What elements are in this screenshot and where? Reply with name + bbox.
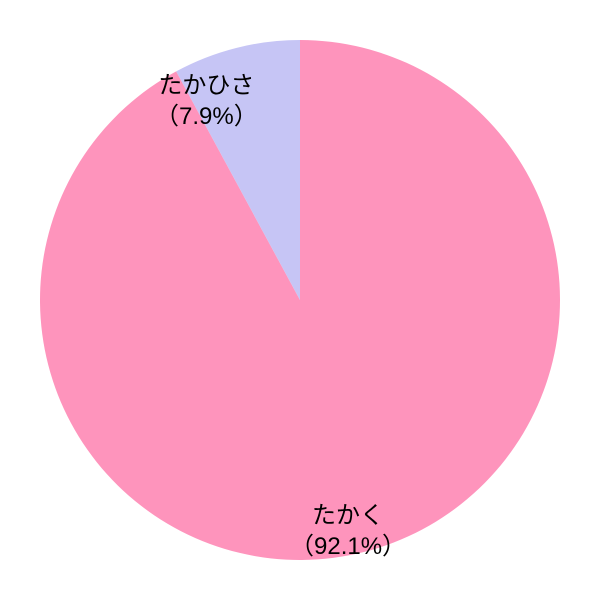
slice-label-minor: たかひさ （7.9%） [155,70,258,132]
pie-chart-container: たかく （92.1%） たかひさ （7.9%） [0,0,600,600]
slice-name-major: たかく [290,500,406,531]
slice-percent-minor: （7.9%） [155,101,258,132]
slice-percent-major: （92.1%） [290,531,406,562]
slice-name-minor: たかひさ [155,70,258,101]
slice-label-major: たかく （92.1%） [290,500,406,562]
